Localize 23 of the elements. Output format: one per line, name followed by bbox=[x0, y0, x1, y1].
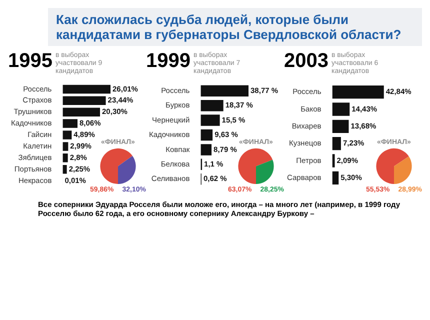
bar bbox=[62, 108, 100, 116]
bar bbox=[62, 154, 68, 162]
bar bbox=[62, 84, 111, 94]
bar bbox=[332, 102, 350, 116]
bar bbox=[332, 154, 335, 168]
bar bbox=[200, 144, 212, 156]
bar bbox=[62, 119, 78, 128]
bar bbox=[62, 130, 72, 140]
chart-title: 1995 bbox=[8, 50, 52, 72]
bar bbox=[332, 86, 384, 99]
bar bbox=[200, 100, 224, 112]
bar bbox=[332, 120, 349, 133]
bar bbox=[332, 171, 339, 184]
bar bbox=[62, 96, 106, 106]
bar bbox=[200, 85, 249, 96]
bar bbox=[62, 164, 67, 174]
bar bbox=[332, 137, 341, 150]
bar bbox=[200, 129, 213, 141]
bar bbox=[200, 114, 220, 126]
bar bbox=[62, 142, 68, 151]
chart-title: 1999 bbox=[146, 50, 190, 72]
chart-title: 2003 bbox=[284, 50, 328, 72]
text: Как сложилась судьба людей, которые были кандидатами в губернаторы Свердловской области? bbox=[48, 8, 422, 46]
